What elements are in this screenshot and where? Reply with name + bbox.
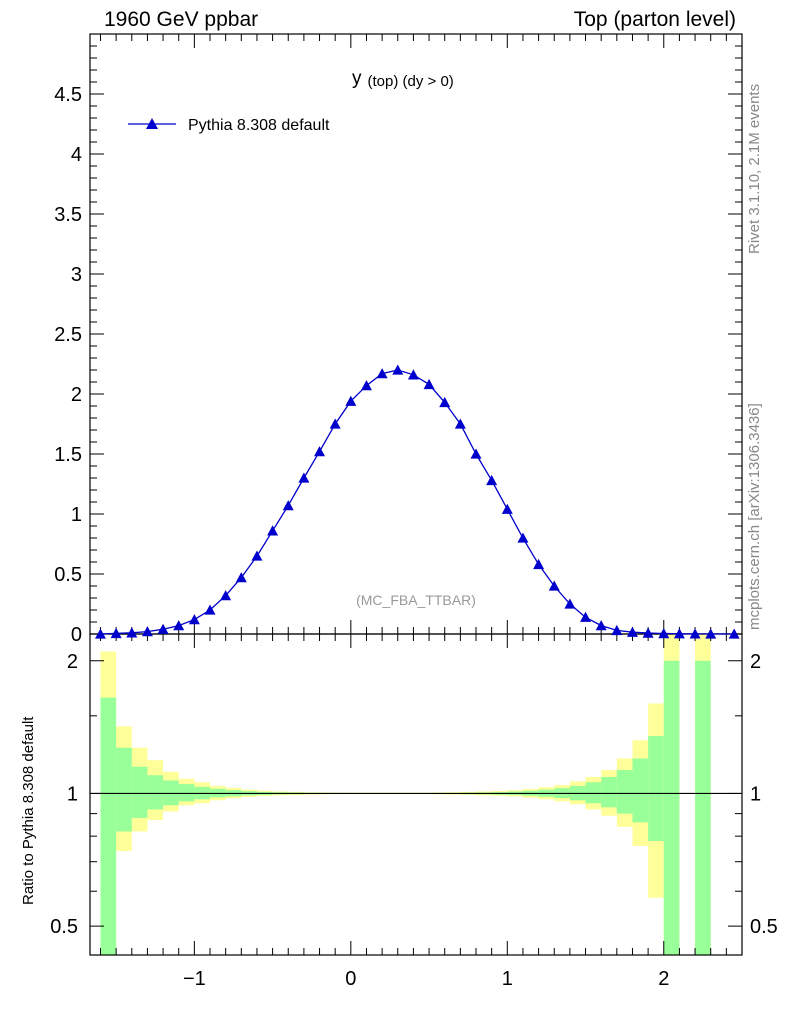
data-point-marker [204,604,216,615]
main-y-tick-label: 3 [71,264,82,286]
main-y-tick-label: 3.5 [54,204,82,226]
data-point-marker [188,614,200,625]
data-point-marker [94,628,106,639]
ratio-y-tick-label-right: 2 [750,651,761,673]
ratio-inner-band-bin [695,660,711,955]
plot-title-variable: y [352,68,362,89]
ratio-y-tick-label-left: 1 [67,783,78,805]
ratio-inner-band-bin [601,776,617,808]
data-point-marker [580,611,592,622]
legend: Pythia 8.308 default [128,117,330,134]
data-point-marker [486,474,498,486]
main-y-tick-label: 2 [71,384,82,406]
ratio-inner-band-bin [131,766,148,818]
ratio-inner-band-bin [632,758,649,823]
ratio-x-tick-label: 1 [502,968,513,990]
legend-label: Pythia 8.308 default [188,117,330,134]
ratio-inner-band-bin [585,782,602,804]
data-point-marker [439,396,451,408]
legend-marker-triangle [146,118,158,129]
data-point-marker [407,369,419,380]
data-point-marker [658,628,670,639]
ratio-inner-band-bin [648,735,664,842]
ratio-y-tick-label-left: 0.5 [50,916,78,938]
data-point-marker [705,628,717,639]
ratio-y-tick-label-left: 2 [67,651,78,673]
data-point-marker [329,418,341,429]
data-point-marker [533,558,545,570]
data-point-marker [689,628,701,639]
data-point-marker [126,627,138,638]
ratio-plot-frame [89,633,743,956]
data-point-marker [470,448,482,459]
data-point-marker [454,418,466,429]
main-y-tick-label: 4.5 [54,84,82,106]
ratio-y-tick-label-right: 1 [750,783,761,805]
header-left-label: 1960 GeV ppbar [104,8,259,31]
data-point-marker [673,628,685,639]
main-y-tick-label: 4 [71,144,82,166]
ratio-inner-band-bin [178,784,195,802]
ratio-bands [100,634,711,955]
data-point-marker [345,395,357,406]
main-y-tick-label: 0.5 [54,564,82,586]
data-point-marker [564,598,576,609]
ratio-inner-band-bin [116,747,132,832]
data-point-marker [376,368,388,379]
data-point-marker [251,550,263,561]
data-point-marker [360,380,372,391]
main-series [94,364,740,639]
ratio-inner-band-bin [100,697,117,955]
data-point-marker [626,626,638,637]
data-point-marker [110,627,122,639]
ratio-y-tick-label-right: 0.5 [750,916,778,938]
main-y-tick-label: 2.5 [54,324,82,346]
data-point-marker [392,364,404,375]
main-y-tick-label: 1.5 [54,444,82,466]
data-point-marker [611,624,623,636]
data-point-marker [141,626,153,637]
ratio-inner-band-bin [147,775,164,810]
ratio-inner-band-bin [616,770,633,814]
main-y-tick-label: 1 [71,504,82,526]
data-point-marker [298,472,310,483]
main-y-tick-label: 0 [71,624,82,646]
data-point-marker [517,532,529,543]
data-point-marker [235,572,247,583]
data-point-marker [728,628,740,639]
ratio-x-tick-label: 0 [345,968,356,990]
data-point-marker [595,620,607,631]
data-point-marker [282,500,294,511]
data-point-marker [173,620,185,631]
data-point-marker [501,503,513,514]
data-point-marker [220,590,232,601]
ratio-x-tick-label: −1 [183,968,206,990]
ratio-inner-band-bin [663,660,680,955]
analysis-watermark: (MC_FBA_TTBAR) [356,592,476,608]
ratio-x-tick-label: 2 [658,968,669,990]
data-point-marker [423,378,435,390]
plot-title-condition: (top) (dy > 0) [368,73,454,90]
data-point-marker [157,623,169,634]
data-point-marker [314,446,326,457]
data-point-marker [548,580,560,591]
data-point-marker [642,627,654,638]
header-right-label: Top (parton level) [573,8,736,31]
data-point-marker [267,525,279,536]
